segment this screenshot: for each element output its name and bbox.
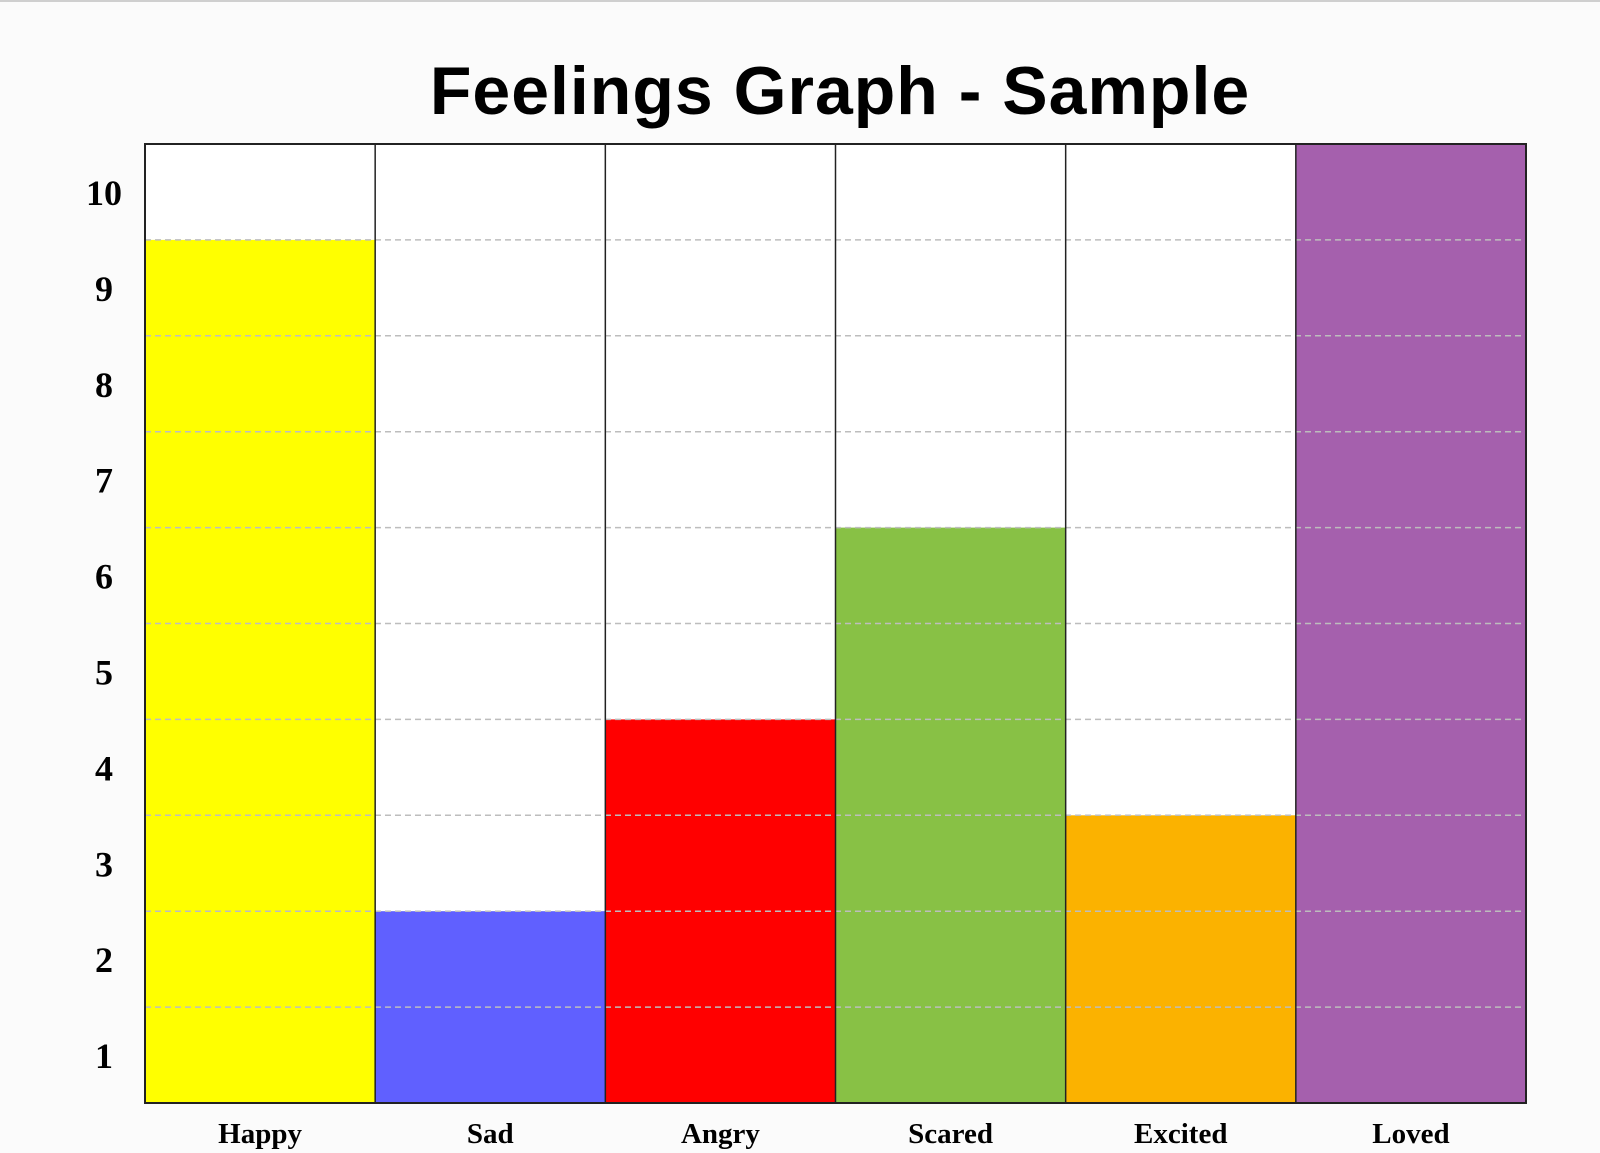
y-tick-label: 6 bbox=[95, 557, 113, 597]
y-tick-label: 5 bbox=[95, 652, 113, 692]
x-tick-label: Happy bbox=[218, 1118, 302, 1150]
y-tick-label: 3 bbox=[95, 844, 113, 884]
y-tick-label: 9 bbox=[95, 269, 113, 309]
x-tick-label: Excited bbox=[1134, 1118, 1227, 1150]
plot-frame bbox=[144, 143, 1527, 1104]
top-border bbox=[0, 0, 1600, 2]
bar-happy bbox=[145, 239, 376, 1103]
x-tick-label: Scared bbox=[908, 1118, 993, 1150]
bar-excited bbox=[1065, 815, 1296, 1103]
x-tick-label: Sad bbox=[467, 1118, 514, 1150]
y-axis-ticks: 1 2 3 4 5 6 7 8 9 10 bbox=[86, 173, 122, 1076]
x-axis-ticks: Happy Sad Angry Scared Excited Loved bbox=[218, 1118, 1449, 1150]
y-tick-label: 1 bbox=[95, 1036, 113, 1076]
chart-title: Feelings Graph - Sample bbox=[429, 53, 1251, 129]
x-tick-label: Angry bbox=[681, 1118, 760, 1150]
y-tick-label: 7 bbox=[95, 461, 113, 501]
x-tick-label: Loved bbox=[1372, 1118, 1449, 1150]
y-tick-label: 10 bbox=[86, 173, 122, 213]
y-tick-label: 8 bbox=[95, 365, 113, 405]
y-tick-label: 4 bbox=[95, 748, 113, 788]
y-tick-label: 2 bbox=[95, 940, 113, 980]
